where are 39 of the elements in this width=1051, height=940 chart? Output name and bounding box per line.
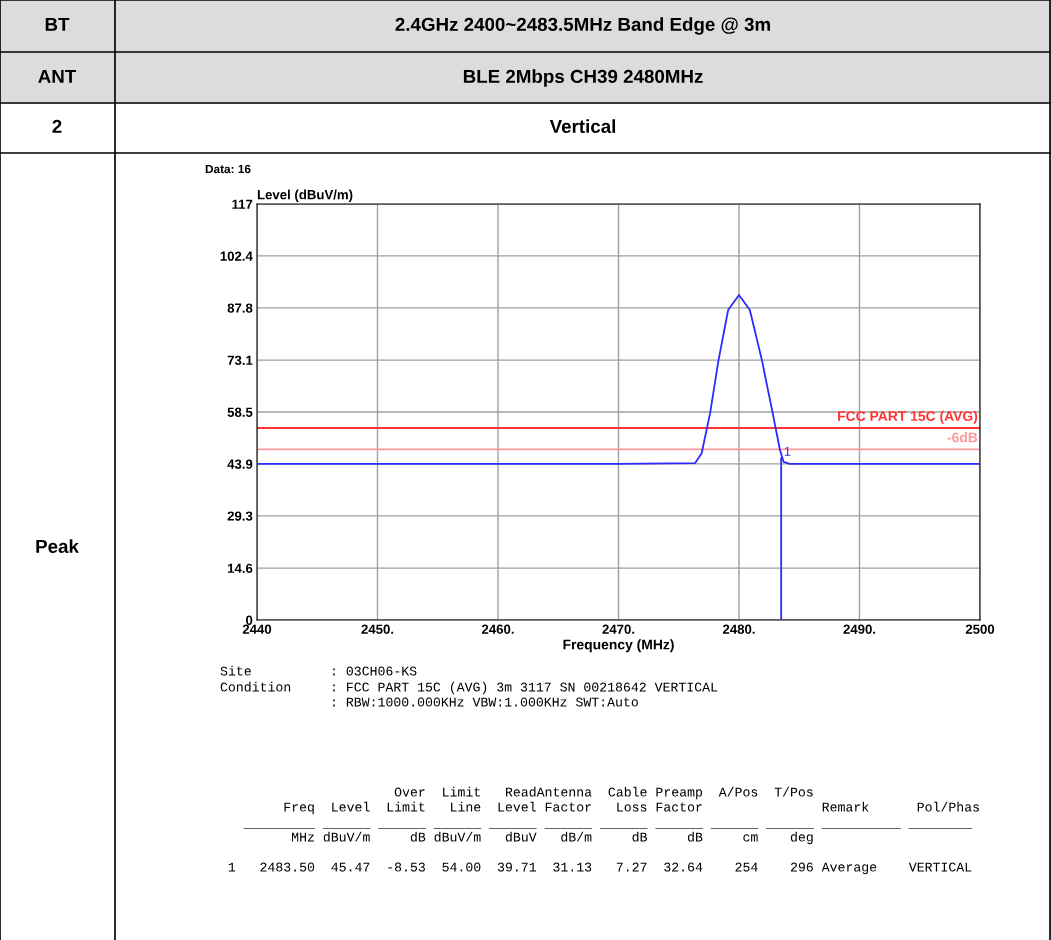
x-tick-label: 2470. [602,624,635,634]
x-tick-label: 2450. [361,624,394,634]
text: 2 [52,119,62,133]
y-tick-label: 87.8 [227,303,253,313]
text: Over Limit ReadAntenna Cable Preamp A/Pos T/Pos [394,786,813,800]
y-tick-label: 102.4 [220,251,253,261]
text: Vertical [549,119,616,134]
y-tick-label: 58.5 [227,407,253,417]
text: ANT [38,69,77,83]
chart-subtitle: BLE 2Mbps CH39 2480MHz [463,69,703,87]
ref-line-label: FCC PART 15C (AVG) [838,410,978,424]
y-tick-label: 117 [232,199,253,209]
y-axis-title: Level (dBuV/m) [257,189,353,202]
x-tick-label: 2440 [242,624,272,634]
text: Site [220,665,251,676]
x-axis-title: Frequency (MHz) [563,639,674,653]
text: 1 2483.50 45.47 -8.53 54.00 39.71 31.13 7.27 32.64 254 296 Average VERTICAL [228,862,972,875]
text: MHz dBuV/m dB dBuV/m dBuV dB/m dB dB cm deg [292,831,813,845]
text: : FCC PART 15C (AVG) 3m 3117 SN 00218642 VERTICAL [333,681,718,695]
text: _________ ______ ______ ______ ______ ______ ______ ______ ______ ______ __________ ________ [243,828,973,829]
text: Freq Level Limit Line Level Factor Loss Factor Remark Pol/Phas [284,801,979,815]
text: : 03CH06-KS [333,666,417,676]
y-tick-label: 73.1 [227,355,253,366]
ref-line-label: -6dB [947,432,978,443]
y-tick-label: 14.6 [227,563,253,573]
text: Condition [220,681,291,692]
text: : RBW:1000.000KHz VBW:1.000KHz SWT:Auto [333,697,638,707]
y-tick-label: 43.9 [227,459,253,469]
annotation: 1 [784,447,791,456]
x-tick-label: 2480. [722,624,755,634]
text: Peak [36,539,79,554]
y-tick-label: 0 [246,615,253,625]
x-tick-label: 2490. [843,624,876,634]
chart-title: 2.4GHz 2400~2483.5MHz Band Edge @ 3m [395,17,770,35]
y-tick-label: 29.3 [227,511,253,521]
text: Data: 16 [205,164,251,174]
text: BT [45,17,70,31]
x-tick-label: 2500 [965,624,995,634]
x-tick-label: 2460. [481,624,514,634]
